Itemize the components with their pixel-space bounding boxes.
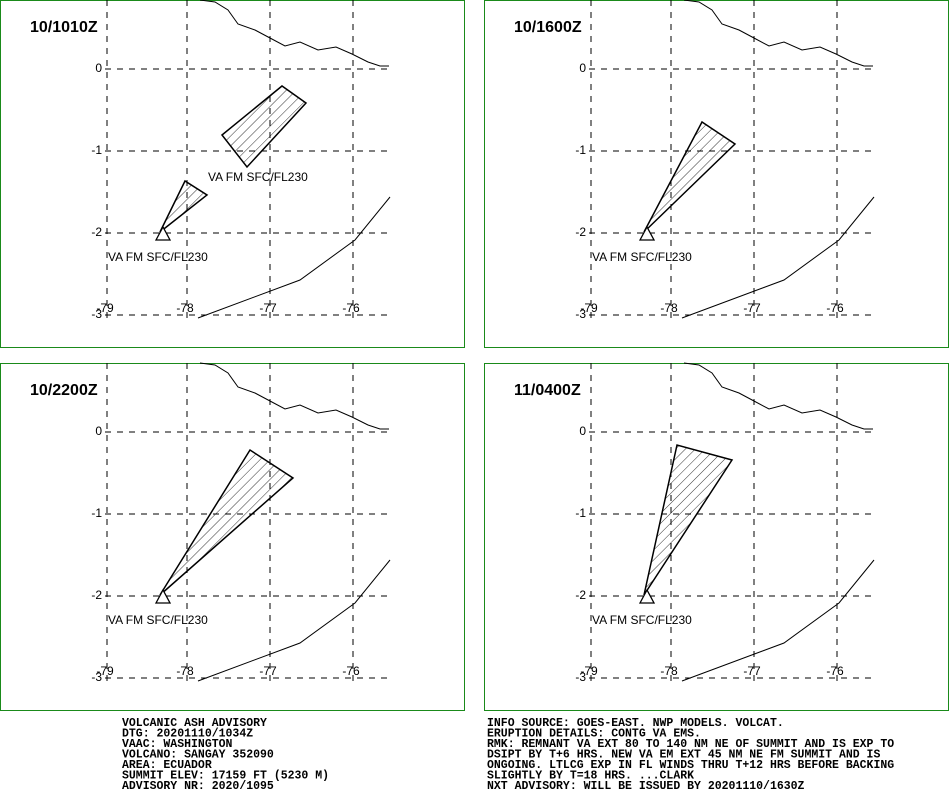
panel-border — [484, 363, 949, 711]
ash-area — [220, 85, 308, 169]
lat-label: -1 — [91, 506, 102, 520]
lon-label: -79 — [96, 664, 114, 678]
ash-area — [159, 179, 209, 233]
volcano-icon — [638, 588, 656, 604]
ash-label: VA FM SFC/FL230 — [592, 250, 692, 264]
ash-label: VA FM SFC/FL230 — [208, 170, 308, 184]
lon-label: -78 — [176, 664, 194, 678]
advisory-line: VOLCANIC ASH ADVISORY — [122, 717, 267, 730]
lon-label: -76 — [342, 301, 360, 315]
lon-label: -78 — [660, 664, 678, 678]
panel-time: 10/2200Z — [30, 382, 98, 399]
panel-border — [0, 363, 465, 711]
advisory-line: NXT ADVISORY: WILL BE ISSUED BY 20201110… — [487, 780, 805, 793]
lon-label: -77 — [259, 664, 277, 678]
map-panel: 0 -1 -2 -3-79 -78 -77 -76 11/0400Z VA FM SFC/FL2… — [484, 362, 949, 711]
panel-time: 11/0400Z — [514, 382, 581, 399]
lon-label: -76 — [826, 301, 844, 315]
volcano-icon — [154, 588, 172, 604]
ash-area — [159, 448, 295, 596]
panel-time: 10/1010Z — [30, 19, 98, 36]
lon-label: -77 — [743, 301, 761, 315]
advisory-line: VOLCANO: SANGAY 352090 — [122, 749, 274, 762]
lat-label: 0 — [95, 424, 102, 438]
advisory-line: RMK: REMNANT VA EXT 80 TO 140 NM NE OF S… — [487, 738, 894, 751]
advisory-line: ERUPTION DETAILS: CONTG VA EMS. — [487, 728, 701, 741]
lat-label: -3 — [575, 307, 586, 321]
volcano-icon — [638, 225, 656, 241]
ash-area — [643, 120, 737, 233]
lon-label: -78 — [176, 301, 194, 315]
advisory-line: ONGOING. LTLCG EXP IN FL WINDS THRU T+12… — [487, 759, 894, 772]
lat-label: -2 — [91, 588, 102, 602]
lon-label: -79 — [580, 664, 598, 678]
lat-label: 0 — [579, 61, 586, 75]
border-line — [197, 559, 391, 682]
border-line — [681, 559, 875, 682]
advisory-line: INFO SOURCE: GOES-EAST. NWP MODELS. VOLC… — [487, 717, 784, 730]
advisory-line: AREA: ECUADOR — [122, 759, 212, 772]
lon-label: -77 — [259, 301, 277, 315]
advisory-line: VAAC: WASHINGTON — [122, 738, 233, 751]
lat-label: -2 — [575, 588, 586, 602]
advisory-line: DTG: 20201110/1034Z — [122, 728, 253, 741]
lat-label: -3 — [91, 670, 102, 684]
coastline — [683, 0, 873, 67]
coastline — [199, 0, 389, 67]
ash-area — [643, 444, 734, 596]
panel-time: 10/1600Z — [514, 19, 582, 36]
lat-label: -2 — [575, 225, 586, 239]
lat-label: -1 — [91, 143, 102, 157]
lat-label: 0 — [95, 61, 102, 75]
panel-border — [484, 0, 949, 348]
coastline — [683, 362, 873, 430]
lon-label: -77 — [743, 664, 761, 678]
lat-label: -1 — [575, 506, 586, 520]
map-panel: 0 -1 -2 -3-79 -78 -77 -76 10/1600Z VA FM SFC/FL2… — [484, 0, 949, 348]
border-line — [197, 196, 391, 319]
lat-label: -1 — [575, 143, 586, 157]
ash-label: VA FM SFC/FL230 — [108, 250, 208, 264]
lat-label: -3 — [91, 307, 102, 321]
lon-label: -76 — [342, 664, 360, 678]
advisory-line: ADVISORY NR: 2020/1095 — [122, 780, 274, 793]
volcano-icon — [154, 225, 172, 241]
coastline — [199, 362, 389, 430]
ash-label: VA FM SFC/FL230 — [108, 613, 208, 627]
advisory-line: SLIGHTLY BY T=18 HRS. ...CLARK — [487, 770, 694, 783]
advisory-line: DSIPT BY T+6 HRS. NEW VA EM EXT 45 NM NE… — [487, 749, 880, 762]
lon-label: -79 — [580, 301, 598, 315]
lon-label: -76 — [826, 664, 844, 678]
border-line — [681, 196, 875, 319]
advisory-line: SUMMIT ELEV: 17159 FT (5230 M) — [122, 770, 329, 783]
map-panel: 0 -1 -2 -3-79 -78 -77 -76 10/2200Z VA FM SFC/FL2… — [0, 362, 465, 711]
lon-label: -79 — [96, 301, 114, 315]
lat-label: -2 — [91, 225, 102, 239]
lon-label: -78 — [660, 301, 678, 315]
map-panel: 0 -1 -2 -3-79 -78 -77 -76 10/1010Z VA FM SFC/FL2… — [0, 0, 465, 348]
ash-label: VA FM SFC/FL230 — [592, 613, 692, 627]
lat-label: -3 — [575, 670, 586, 684]
panel-border — [0, 0, 465, 348]
lat-label: 0 — [579, 424, 586, 438]
